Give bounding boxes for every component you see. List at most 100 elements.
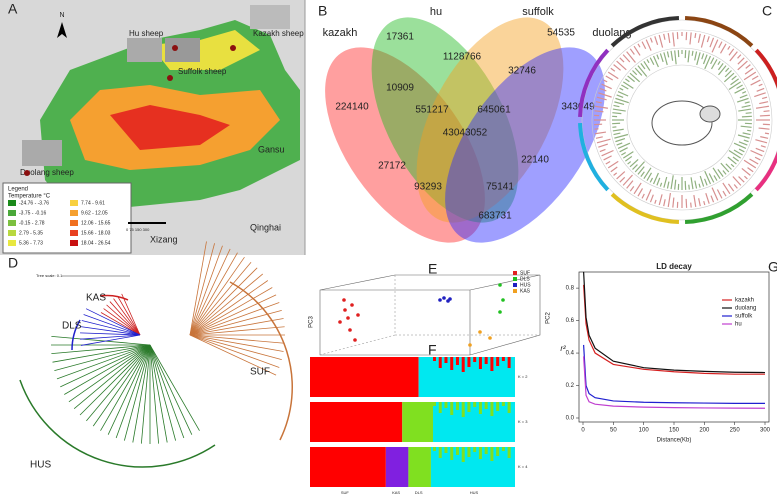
circos-bar <box>759 101 769 105</box>
branch <box>189 334 280 368</box>
circos-bar <box>627 75 635 83</box>
circos-bar <box>632 70 638 76</box>
circos-bar <box>755 105 770 109</box>
circos-bar <box>710 59 718 70</box>
ancestry-block <box>310 357 419 397</box>
label: -24.76 - -3.76 <box>19 200 49 206</box>
circos-bar <box>645 189 652 201</box>
circos-bar <box>744 175 748 180</box>
ancestry-noise <box>455 447 459 455</box>
circos-bar <box>629 185 635 192</box>
venn-count: 75141 <box>486 182 514 193</box>
branch <box>189 287 273 336</box>
circos-bar <box>733 149 743 156</box>
branch <box>189 252 238 336</box>
label: K = 2 <box>518 374 528 379</box>
venn-set <box>445 47 605 243</box>
label: PC3 <box>309 316 315 328</box>
ancestry-noise <box>496 402 500 411</box>
circos-bar <box>625 155 633 162</box>
circos-bar <box>626 180 634 189</box>
pca-point <box>442 296 446 300</box>
pca-point <box>342 298 346 302</box>
circos-bar <box>615 97 629 104</box>
ancestry-noise <box>438 447 442 458</box>
ancestry-block <box>402 402 433 442</box>
ancestry-noise <box>501 357 505 361</box>
ld-line <box>583 284 765 375</box>
circos-bar <box>703 200 706 206</box>
branch <box>80 334 141 340</box>
label: KAS <box>392 490 400 495</box>
circos-bar <box>690 177 694 190</box>
clade-arc <box>99 294 129 301</box>
pca-point <box>348 328 352 332</box>
ancestry-noise <box>461 402 465 417</box>
circos-bar <box>725 67 730 73</box>
branch <box>189 267 258 336</box>
branch <box>100 344 151 431</box>
ld-line <box>583 271 766 374</box>
legend-swatch <box>70 220 78 226</box>
branch <box>189 334 285 344</box>
label: DLS <box>520 276 530 282</box>
sheep-label: Kazakh sheep <box>253 29 304 38</box>
label: K = 3 <box>518 419 528 424</box>
label: K = 4 <box>518 464 528 469</box>
branch <box>92 344 151 427</box>
venn-count: 93293 <box>414 182 442 193</box>
north-arrow <box>57 22 67 38</box>
pca-point <box>488 336 492 340</box>
ancestry-noise <box>496 357 500 366</box>
branch <box>132 344 151 443</box>
legend-swatch <box>70 210 78 216</box>
sheep-icon <box>651 100 713 146</box>
pca-point <box>346 316 350 320</box>
panel-letter: A <box>8 1 18 17</box>
label: -3.75 - -0.16 <box>19 210 46 216</box>
circos-bar <box>762 96 768 100</box>
circos-bar <box>622 81 634 89</box>
ancestry-noise <box>507 357 511 368</box>
circos-bar <box>612 128 624 132</box>
branch <box>109 301 141 336</box>
pca-legend-swatch <box>513 289 517 293</box>
circos-bar <box>614 133 629 139</box>
chromosome <box>754 48 777 90</box>
circos-bar <box>634 67 643 76</box>
legend-swatch <box>8 230 16 236</box>
circos-bar <box>601 83 612 90</box>
circos-bar <box>736 97 749 103</box>
photo <box>22 140 62 166</box>
circos-bar <box>701 53 705 60</box>
branch <box>51 335 151 346</box>
circos-ring <box>591 29 773 211</box>
y-tick-label: 0.4 <box>566 351 575 357</box>
pca-legend-swatch <box>513 283 517 287</box>
branch <box>140 344 151 444</box>
sheep-label: Duolang sheep <box>20 168 74 177</box>
y-axis-label: r² <box>560 344 566 353</box>
circos-bar <box>705 193 710 204</box>
pca-point <box>468 343 472 347</box>
chromosome <box>610 192 680 224</box>
ancestry-noise <box>461 447 465 462</box>
circos-bar <box>745 112 752 114</box>
circos-bar <box>738 176 745 183</box>
circos-bar <box>672 197 675 208</box>
circos-bar <box>747 167 754 173</box>
circos-bar <box>712 167 721 180</box>
clade-arc <box>19 379 216 468</box>
venn-count: 22140 <box>521 155 549 166</box>
ancestry-noise <box>484 402 488 409</box>
circos-bar <box>756 87 765 92</box>
circos-bar <box>744 101 750 104</box>
circos-bar <box>738 148 745 153</box>
circos-bar <box>737 57 745 65</box>
circos-bar <box>732 176 742 186</box>
ancestry-noise <box>484 357 488 364</box>
ancestry-noise <box>501 402 505 406</box>
x-tick-label: 200 <box>699 428 710 434</box>
circos-bar <box>717 168 724 177</box>
ancestry-block <box>433 402 515 442</box>
